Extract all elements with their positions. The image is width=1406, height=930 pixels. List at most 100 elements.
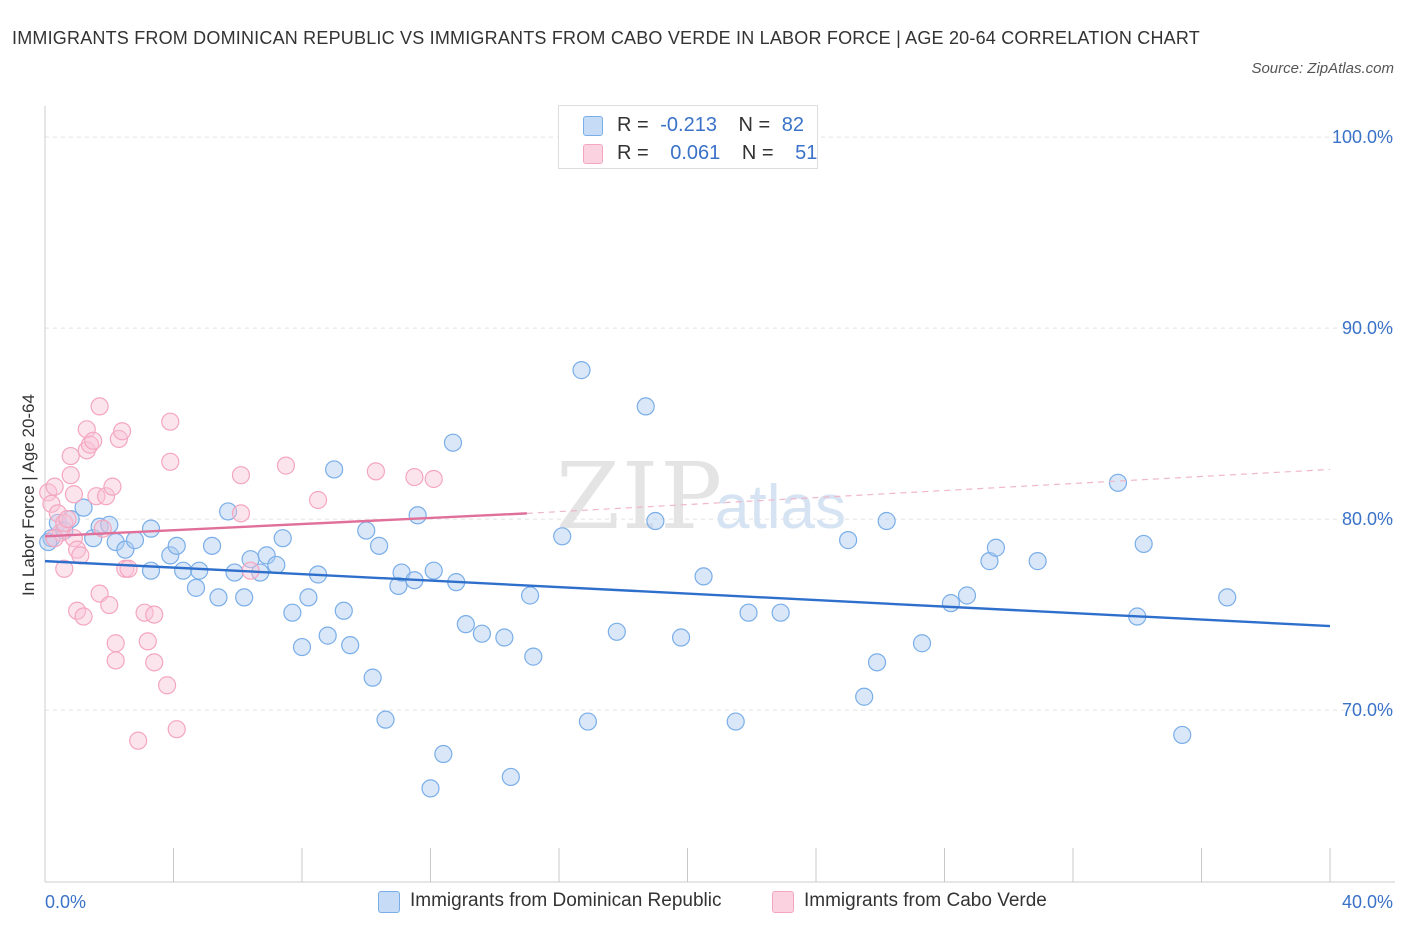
- point-dominican-republic: [839, 531, 858, 550]
- point-dominican-republic: [578, 712, 598, 731]
- legend-r-label: R =: [617, 114, 649, 136]
- bottom-legend-swatch-blue: [378, 891, 400, 913]
- point-cabo-verde: [96, 487, 116, 506]
- point-dominican-republic: [225, 563, 244, 582]
- point-cabo-verde: [405, 467, 424, 487]
- point-dominican-republic: [370, 536, 389, 555]
- point-dominican-republic: [957, 586, 977, 605]
- point-dominican-republic: [292, 637, 312, 657]
- point-cabo-verde: [106, 634, 125, 653]
- watermark-atlas: atlas: [715, 473, 846, 542]
- point-dominican-republic: [190, 561, 209, 580]
- point-cabo-verde: [161, 452, 180, 471]
- point-dominican-republic: [524, 647, 543, 666]
- point-cabo-verde: [366, 462, 385, 481]
- trend-line-cabo-verde: [44, 512, 527, 538]
- point-dominican-republic: [273, 529, 292, 548]
- point-dominican-republic: [325, 460, 344, 479]
- point-dominican-republic: [472, 624, 491, 643]
- legend-n-label: N =: [738, 114, 771, 136]
- point-dominican-republic: [341, 636, 360, 655]
- point-dominican-republic: [174, 561, 193, 580]
- point-cabo-verde: [55, 559, 74, 578]
- point-dominican-republic: [739, 603, 758, 622]
- point-cabo-verde: [276, 456, 296, 475]
- point-cabo-verde: [129, 731, 148, 750]
- point-dominican-republic: [318, 626, 337, 645]
- point-cabo-verde: [48, 504, 67, 523]
- point-cabo-verde: [42, 494, 61, 513]
- chart-title: IMMIGRANTS FROM DOMINICAN REPUBLIC VS IM…: [12, 28, 1200, 48]
- y-axis-label: In Labor Force | Age 20-64: [19, 394, 38, 596]
- point-dominican-republic: [646, 511, 665, 531]
- point-cabo-verde: [231, 466, 251, 485]
- point-cabo-verde: [84, 431, 103, 450]
- point-dominican-republic: [283, 603, 302, 622]
- point-dominican-republic: [553, 527, 572, 546]
- point-cabo-verde: [308, 490, 328, 510]
- point-cabo-verde: [161, 412, 180, 431]
- point-dominican-republic: [912, 634, 932, 653]
- point-dominican-republic: [1108, 473, 1128, 492]
- point-cabo-verde: [61, 466, 80, 485]
- point-dominican-republic: [443, 433, 463, 452]
- watermark-zip: ZIP: [556, 443, 724, 550]
- point-dominican-republic: [202, 536, 222, 555]
- point-dominican-republic: [299, 588, 318, 607]
- point-cabo-verde: [87, 487, 106, 506]
- point-cabo-verde: [100, 595, 119, 615]
- point-dominican-republic: [607, 622, 626, 641]
- bottom-legend-label: Immigrants from Dominican Republic: [410, 890, 722, 911]
- point-dominican-republic: [116, 540, 135, 559]
- point-dominican-republic: [357, 521, 376, 540]
- legend-r-label: R =: [617, 142, 649, 164]
- y-tick-label: 90.0%: [1342, 318, 1393, 338]
- point-dominican-republic: [363, 668, 382, 687]
- point-cabo-verde: [61, 446, 80, 466]
- point-cabo-verde: [77, 441, 96, 460]
- point-dominican-republic: [771, 603, 790, 622]
- point-dominican-republic: [408, 506, 427, 525]
- point-dominican-republic: [434, 744, 453, 764]
- point-cabo-verde: [157, 676, 177, 695]
- point-cabo-verde: [45, 529, 64, 548]
- legend-n-value: 82: [781, 114, 805, 136]
- point-dominican-republic: [671, 628, 691, 647]
- point-dominican-republic: [235, 588, 254, 607]
- point-cabo-verde: [45, 477, 64, 496]
- legend-n-value: 51: [795, 142, 818, 164]
- point-cabo-verde: [74, 607, 93, 626]
- point-cabo-verde: [68, 540, 87, 559]
- y-tick-label: 100.0%: [1332, 127, 1393, 147]
- stats-legend: R = -0.213 N = 82 R = 0.061 N = 51: [558, 105, 818, 169]
- watermark: ZIP atlas: [556, 443, 846, 550]
- point-dominican-republic: [867, 653, 887, 672]
- legend-r-value: -0.213: [660, 114, 717, 136]
- point-cabo-verde: [424, 469, 443, 489]
- legend-swatch-blue: [583, 116, 603, 136]
- point-dominican-republic: [389, 576, 408, 596]
- point-dominican-republic: [501, 767, 520, 787]
- point-dominican-republic: [267, 555, 286, 575]
- axes: [44, 106, 1395, 883]
- point-dominican-republic: [421, 779, 440, 798]
- source-label: Source: ZipAtlas.com: [1251, 60, 1394, 77]
- point-dominican-republic: [167, 536, 186, 555]
- point-dominican-republic: [1218, 588, 1237, 607]
- x-tick-label: 40.0%: [1342, 892, 1393, 912]
- point-dominican-republic: [877, 511, 896, 531]
- point-dominican-republic: [186, 578, 206, 597]
- legend-n-label: N =: [741, 142, 774, 164]
- point-dominican-republic: [334, 601, 353, 620]
- bottom-legend-swatch-pink: [772, 891, 794, 913]
- legend-swatch-pink: [583, 144, 603, 164]
- point-cabo-verde: [58, 509, 77, 529]
- point-dominican-republic: [456, 615, 475, 634]
- point-cabo-verde: [145, 653, 164, 672]
- y-tick-label: 80.0%: [1342, 509, 1393, 529]
- point-cabo-verde: [138, 632, 157, 651]
- point-dominican-republic: [1173, 725, 1192, 745]
- point-cabo-verde: [64, 485, 84, 504]
- point-dominican-republic: [636, 397, 655, 416]
- point-dominican-republic: [424, 561, 443, 580]
